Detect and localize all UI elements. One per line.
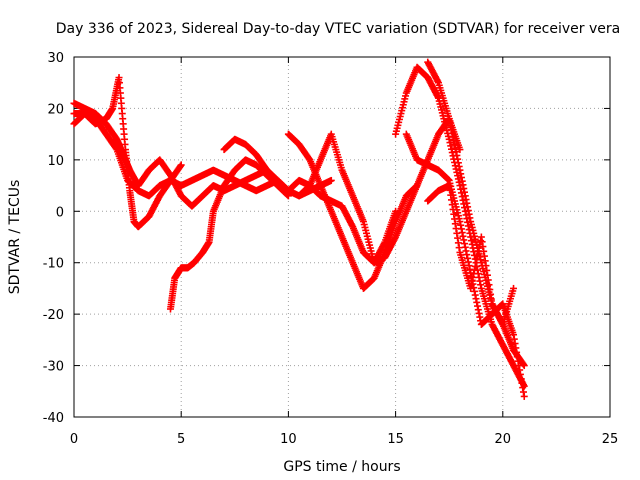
- x-tick-label: 0: [70, 432, 78, 447]
- x-tick-label: 5: [177, 432, 185, 447]
- series-track-3: [70, 74, 185, 231]
- axis-ticks: [73, 56, 611, 418]
- y-tick-label: -10: [43, 257, 64, 272]
- series-track-2: [70, 99, 271, 210]
- data-point: [327, 176, 335, 184]
- data-point: [177, 161, 185, 169]
- x-tick-label: 15: [387, 432, 404, 447]
- y-tick-labels: -40 -30 -20 -10 0 10 20 30: [43, 51, 64, 426]
- y-tick-label: 20: [47, 102, 64, 117]
- plot-frame: [73, 56, 611, 418]
- series-track-4: [166, 156, 292, 313]
- x-tick-labels: 0 5 10 15 20 25: [70, 432, 618, 447]
- y-tick-label: -40: [43, 411, 64, 426]
- y-tick-label: 30: [47, 51, 64, 66]
- x-tick-label: 25: [602, 432, 619, 447]
- y-tick-label: 0: [56, 205, 64, 220]
- series-track-6: [284, 130, 421, 292]
- x-tick-label: 10: [280, 432, 297, 447]
- y-tick-label: -30: [43, 360, 64, 375]
- x-tick-label: 20: [495, 432, 512, 447]
- data-point: [456, 146, 464, 154]
- y-tick-label: -20: [43, 308, 64, 323]
- series-track-7: [295, 115, 464, 267]
- y-tick-label: 10: [47, 154, 64, 169]
- data-points: [70, 58, 528, 400]
